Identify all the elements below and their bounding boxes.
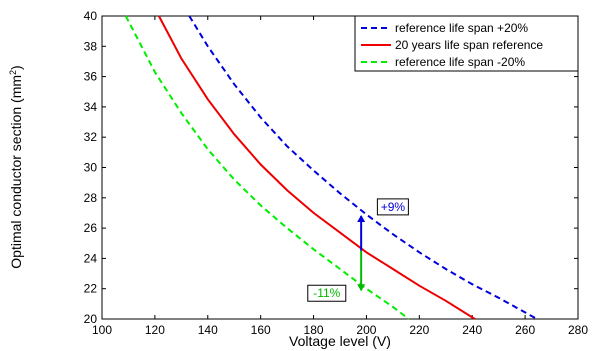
legend-box [354, 15, 579, 72]
y-tick-label: 40 [84, 9, 98, 23]
y-axis-label-main: Optimal conductor section (mm [8, 75, 24, 269]
y-tick-label: 34 [84, 100, 98, 114]
y-tick-label: 32 [84, 130, 98, 144]
legend-label-3: reference life span -20% [395, 55, 525, 69]
y-tick-label: 22 [84, 282, 98, 296]
annotation-box-1 [376, 198, 409, 216]
x-tick-label: 180 [304, 323, 324, 337]
x-tick-label: 240 [462, 323, 482, 337]
x-tick-label: 140 [198, 323, 218, 337]
x-tick-label: 260 [515, 323, 535, 337]
y-tick-label: 36 [84, 70, 98, 84]
y-tick-label: 30 [84, 161, 98, 175]
y-axis-label-end: ) [8, 65, 24, 70]
x-tick-label: 220 [409, 323, 429, 337]
y-tick-label: 28 [84, 191, 98, 205]
legend-label-1: reference life span +20% [395, 21, 528, 35]
annotation-label-1: +9% [381, 200, 406, 214]
y-tick-label: 20 [84, 312, 98, 326]
x-tick-label: 160 [251, 323, 271, 337]
x-tick-label: 200 [356, 323, 376, 337]
annotation-label-2: -11% [313, 286, 340, 300]
series-line-1 [188, 15, 538, 320]
x-tick-label: 100 [92, 323, 112, 337]
x-axis-label: Voltage level (V) [289, 333, 391, 349]
plot-area: 100 120 140 160 180 200 220 240 260 280 20 22 24 26 28… [84, 9, 589, 337]
series-line-2 [158, 15, 476, 320]
x-tick-label: 280 [568, 323, 588, 337]
annotation-box-2 [307, 284, 347, 302]
legend-label-2: 20 years life span reference [395, 38, 543, 52]
y-axis-label: Optimal conductor section (mm2) [8, 65, 24, 268]
y-tick-label: 26 [84, 221, 98, 235]
y-axis-label-superscript: 2 [8, 70, 18, 75]
series-line-3 [124, 15, 410, 320]
y-tick-label: 38 [84, 39, 98, 53]
x-tick-label: 120 [145, 323, 165, 337]
y-tick-label: 24 [84, 251, 98, 265]
